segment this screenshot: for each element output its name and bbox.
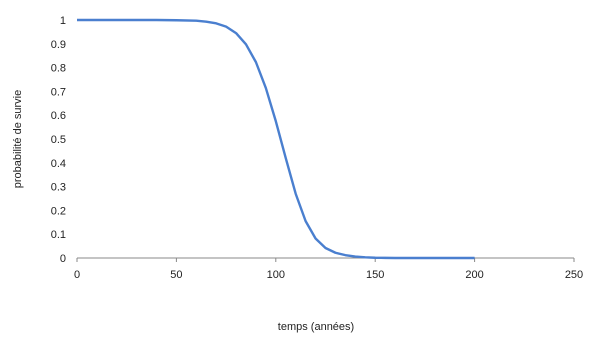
- series-layer: [77, 18, 475, 260]
- y-tick-label: 0.7: [51, 86, 66, 98]
- x-tick-label: 100: [267, 269, 285, 281]
- y-axis-ticks: 0 0.1 0.2 0.3 0.4 0.5 0.6 0.7 0.8 0.9 1: [51, 15, 66, 265]
- y-tick-label: 0.2: [51, 205, 66, 217]
- x-axis-ticks: 0 50 100 150 200 250: [74, 258, 583, 281]
- y-tick-label: 0.3: [51, 182, 66, 194]
- y-tick-label: 0.9: [51, 39, 66, 51]
- y-tick-label: 0: [60, 253, 66, 265]
- y-tick-label: 0.6: [51, 110, 66, 122]
- y-tick-label: 0.1: [51, 229, 66, 241]
- y-tick-label: 0.8: [51, 63, 66, 75]
- x-tick-label: 0: [74, 269, 80, 281]
- x-tick-label: 50: [170, 269, 182, 281]
- x-tick-label: 200: [465, 269, 483, 281]
- y-tick-label: 0.5: [51, 134, 66, 146]
- y-axis-title: probabilité de survie: [12, 90, 24, 188]
- x-tick-label: 250: [565, 269, 583, 281]
- y-tick-label: 1: [60, 15, 66, 27]
- x-axis-title: temps (années): [278, 321, 354, 333]
- x-tick-label: 150: [366, 269, 384, 281]
- y-tick-label: 0.4: [51, 158, 66, 170]
- survival-curve-line: [77, 18, 475, 260]
